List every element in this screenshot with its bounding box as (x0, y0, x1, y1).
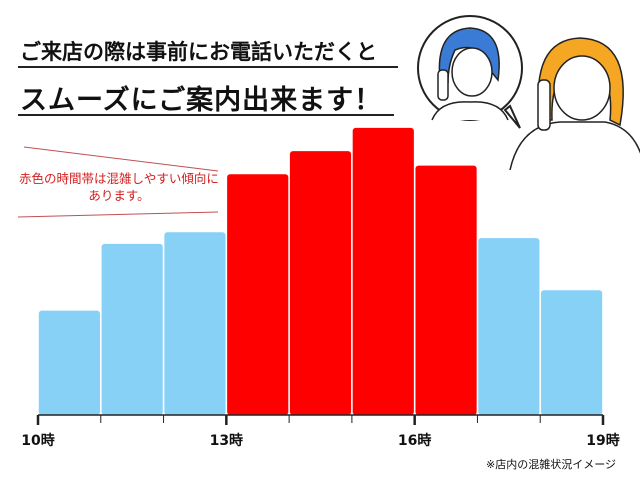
note-line-1: 赤色の時間帯は混雑しやすい傾向に (19, 171, 219, 186)
bar-17-18時 (478, 238, 540, 415)
headline-underline (18, 114, 394, 116)
x-tick-label: 19時 (586, 432, 619, 449)
bar-12-13時 (164, 232, 226, 415)
headline-line-1: ご来店の際は事前にお電話いただくと (20, 40, 377, 64)
chart-caption: ※店内の混雑状況イメージ (486, 458, 616, 471)
bar-18-19時 (541, 290, 603, 415)
x-tick-label: 10時 (21, 432, 54, 449)
bar-13-14時 (227, 174, 289, 415)
bar-14-15時 (289, 151, 352, 415)
busy-time-note: 赤色の時間帯は混雑しやすい傾向に あります。 (14, 170, 224, 204)
phone-call-illustration (417, 15, 640, 170)
bar-15-16時 (352, 127, 414, 416)
bar-16-17時 (415, 165, 477, 415)
x-tick-label: 16時 (398, 432, 431, 449)
note-line-2: あります。 (88, 188, 150, 203)
headline-underline (18, 66, 398, 68)
bar-11-12時 (101, 243, 163, 415)
x-tick-label: 13時 (210, 432, 243, 449)
headline-line-2: スムーズにご案内出来ます！ (20, 85, 383, 116)
bar-10-11時 (38, 310, 100, 415)
